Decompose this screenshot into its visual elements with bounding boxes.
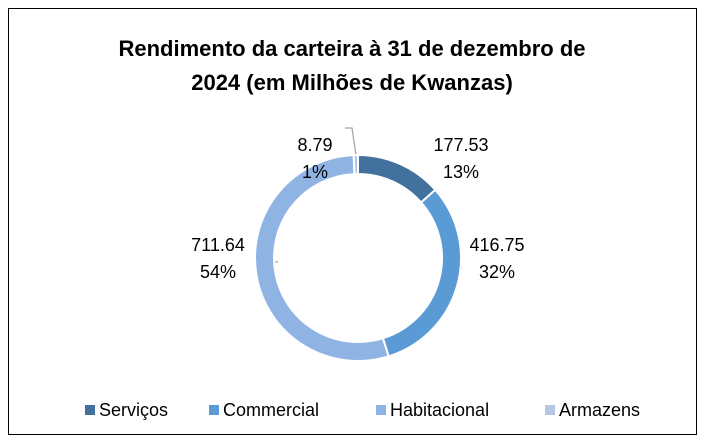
legend-swatch	[376, 405, 386, 415]
chart-title-line2: 2024 (em Milhões de Kwanzas)	[191, 70, 513, 95]
legend-label: Armazens	[559, 400, 640, 420]
chart-title: Rendimento da carteira à 31 de dezembro …	[118, 36, 585, 61]
percent-label: 1%	[302, 162, 328, 182]
legend-swatch	[85, 405, 95, 415]
data-label: 177.53	[433, 135, 488, 155]
data-label: 416.75	[469, 235, 524, 255]
legend-label: Habitacional	[390, 400, 489, 420]
legend-label: Commercial	[223, 400, 319, 420]
percent-label: 13%	[443, 162, 479, 182]
legend-swatch	[209, 405, 219, 415]
legend-swatch	[545, 405, 555, 415]
donut-slice	[352, 153, 359, 176]
data-label: 711.64	[191, 235, 245, 255]
chart-border	[8, 8, 697, 435]
percent-label: 32%	[479, 262, 515, 282]
percent-label: 54%	[200, 262, 236, 282]
leader-line	[345, 127, 358, 163]
data-label: 8.79	[297, 135, 332, 155]
legend-label: Serviços	[99, 400, 168, 420]
